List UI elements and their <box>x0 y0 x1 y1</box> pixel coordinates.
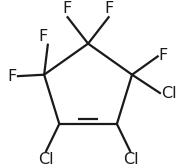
Text: F: F <box>8 69 17 84</box>
Text: F: F <box>62 1 72 16</box>
Text: Cl: Cl <box>161 86 176 101</box>
Text: F: F <box>159 48 168 63</box>
Text: Cl: Cl <box>38 152 53 167</box>
Text: F: F <box>105 1 114 16</box>
Text: F: F <box>39 29 48 44</box>
Text: Cl: Cl <box>123 152 138 167</box>
